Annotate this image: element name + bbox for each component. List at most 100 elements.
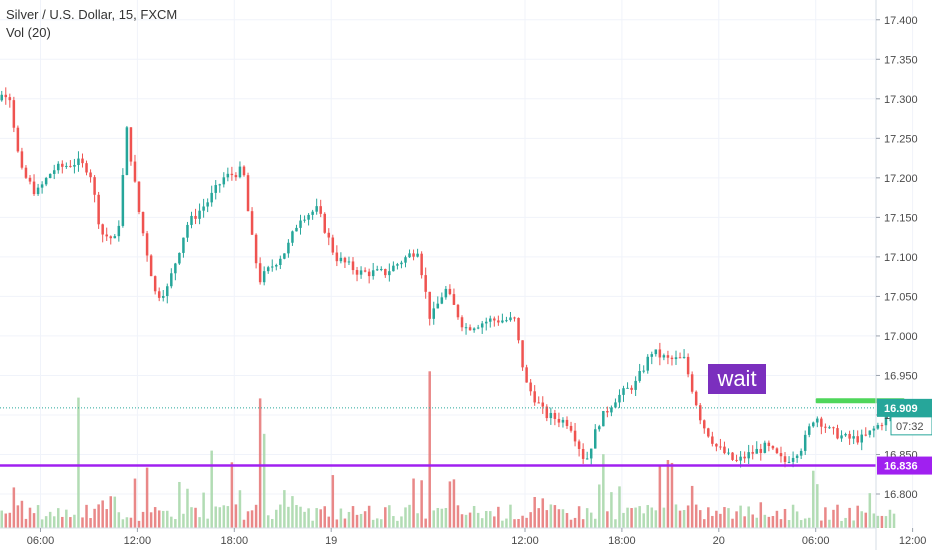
candle-body bbox=[533, 391, 536, 403]
volume-bar bbox=[351, 506, 355, 528]
candle bbox=[618, 389, 621, 408]
candle bbox=[533, 385, 536, 406]
volume-bar bbox=[12, 487, 16, 528]
candle-body bbox=[589, 448, 593, 459]
candle-body bbox=[238, 166, 242, 178]
candle bbox=[226, 167, 230, 182]
candle-body bbox=[694, 391, 698, 406]
candle bbox=[65, 162, 68, 169]
candle bbox=[852, 429, 855, 445]
candle-body bbox=[432, 308, 436, 319]
candle-body bbox=[222, 177, 226, 185]
candle-body bbox=[246, 175, 250, 212]
volume-bar bbox=[343, 518, 347, 528]
volume-bar bbox=[283, 490, 286, 528]
candle-body bbox=[48, 173, 52, 178]
candle bbox=[89, 169, 92, 183]
candle-body bbox=[198, 210, 201, 219]
candle bbox=[642, 365, 645, 374]
candle bbox=[759, 443, 763, 461]
volume-bar bbox=[719, 513, 722, 528]
candle-body bbox=[234, 175, 238, 178]
volume-bar bbox=[315, 508, 318, 528]
volume-bar bbox=[295, 505, 298, 528]
candle bbox=[493, 316, 496, 327]
candle-body bbox=[242, 166, 246, 176]
volume-bar bbox=[868, 493, 872, 528]
candle-body bbox=[650, 354, 654, 357]
candle bbox=[254, 233, 258, 269]
countdown-label: 07:32 bbox=[896, 421, 924, 433]
volume-bar bbox=[614, 519, 617, 528]
candle bbox=[299, 214, 302, 235]
volume-bar bbox=[456, 505, 460, 528]
candle-body bbox=[860, 434, 863, 443]
candle-body bbox=[343, 257, 347, 263]
volume-bar bbox=[606, 511, 609, 528]
price-tick-label: 17.000 bbox=[884, 331, 918, 343]
candle-body bbox=[739, 456, 742, 461]
candle-body bbox=[505, 320, 508, 322]
candle bbox=[456, 303, 460, 320]
volume-bar bbox=[8, 512, 12, 528]
candle bbox=[795, 454, 799, 463]
volume-bar bbox=[658, 466, 662, 528]
time-tick-label: 19 bbox=[325, 535, 337, 547]
candle-body bbox=[291, 231, 294, 243]
candle bbox=[258, 257, 262, 285]
volume-bar bbox=[553, 505, 557, 528]
candle bbox=[517, 317, 520, 344]
volume-bar bbox=[476, 512, 480, 528]
volume-bar bbox=[436, 508, 440, 528]
candle-body bbox=[145, 233, 149, 256]
candle bbox=[250, 207, 254, 236]
candle-body bbox=[529, 382, 532, 392]
volume-bar bbox=[707, 507, 710, 528]
candle-body bbox=[489, 318, 492, 322]
candle-body bbox=[16, 127, 20, 152]
volume-bar bbox=[396, 520, 399, 528]
candle-body bbox=[484, 321, 488, 324]
volume-bar bbox=[751, 514, 754, 528]
candle-body bbox=[876, 425, 880, 429]
volume-bar bbox=[513, 519, 516, 528]
candle bbox=[763, 440, 767, 454]
candle-body bbox=[311, 211, 314, 215]
volume-bar bbox=[52, 516, 56, 528]
volume-bar bbox=[654, 510, 658, 528]
candle-body bbox=[682, 356, 686, 358]
volume-bar bbox=[440, 508, 444, 528]
volume-bar bbox=[783, 508, 787, 528]
volume-bar bbox=[291, 496, 294, 528]
volume-bar bbox=[715, 510, 718, 528]
candle bbox=[848, 430, 851, 445]
candle bbox=[206, 198, 209, 213]
candle-body bbox=[93, 177, 96, 195]
candle bbox=[93, 175, 96, 203]
candle-body bbox=[44, 177, 48, 185]
candle-body bbox=[727, 452, 730, 454]
volume-bar bbox=[545, 510, 549, 528]
annotation-label: wait bbox=[716, 366, 756, 391]
candle bbox=[291, 230, 294, 246]
volume-bar bbox=[105, 509, 108, 528]
candle bbox=[105, 227, 108, 241]
candle bbox=[178, 252, 181, 265]
volume-bar bbox=[97, 504, 100, 528]
volume-bar bbox=[622, 512, 625, 528]
candle-body bbox=[186, 224, 189, 238]
candle bbox=[246, 172, 250, 212]
candle-body bbox=[202, 206, 205, 211]
candle-body bbox=[81, 158, 84, 164]
volume-bar bbox=[549, 504, 553, 528]
volume-bar bbox=[775, 510, 779, 528]
current-price-label: 16.909 bbox=[884, 403, 918, 415]
candle-body bbox=[307, 214, 310, 220]
candle-body bbox=[666, 355, 670, 358]
time-tick-label: 12:00 bbox=[899, 535, 927, 547]
volume-bar bbox=[222, 505, 226, 528]
candle bbox=[630, 385, 633, 394]
candle bbox=[650, 351, 654, 365]
